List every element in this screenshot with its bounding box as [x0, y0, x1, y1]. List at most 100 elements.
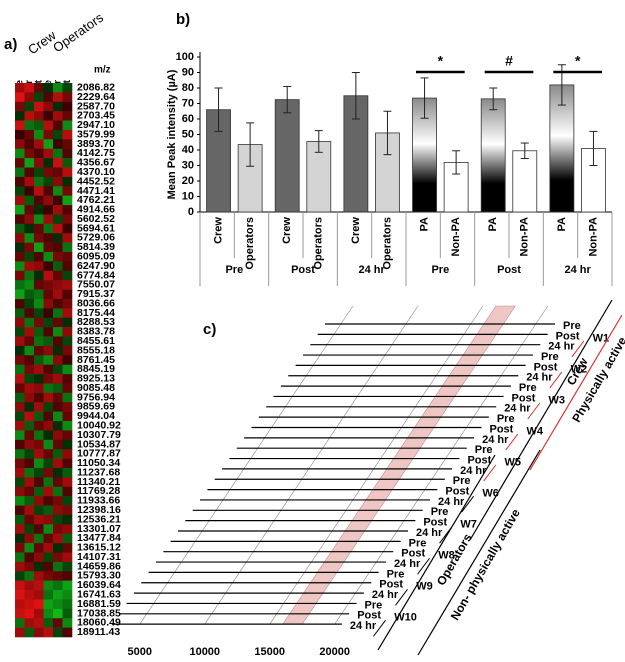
x-grid-line	[269, 305, 484, 625]
heat-cell	[53, 505, 63, 516]
row-label: 15793.30	[77, 570, 121, 582]
group-separator	[571, 340, 585, 358]
heat-cell	[53, 83, 63, 93]
heat-cell	[24, 139, 35, 150]
heat-cell	[43, 148, 54, 159]
heat-cell	[43, 421, 54, 431]
row-label: 18060.49	[77, 617, 121, 629]
heat-cell	[53, 458, 63, 469]
heat-cell	[15, 270, 25, 281]
trace-label: 24 hr	[504, 403, 531, 415]
trace-label: Pre	[387, 568, 405, 580]
heat-cell	[24, 158, 35, 168]
heat-cell	[15, 129, 25, 140]
heat-cell	[62, 627, 73, 638]
row-label: 16741.63	[77, 589, 121, 601]
group-label: W7	[460, 519, 477, 531]
heat-cell	[53, 120, 63, 131]
y-tick-label: 80	[182, 82, 194, 94]
group-label: W8	[438, 550, 455, 562]
heat-cell	[53, 571, 63, 581]
heat-cell	[24, 308, 35, 319]
heat-cell	[24, 195, 35, 206]
heat-cell	[43, 505, 54, 516]
heat-cell	[34, 289, 44, 300]
heat-cell	[15, 327, 25, 337]
heat-cell	[34, 449, 44, 459]
heat-cell	[24, 392, 35, 403]
heat-cell	[24, 402, 35, 412]
heat-cell	[53, 543, 63, 553]
heat-cell	[24, 543, 35, 553]
heat-cell	[24, 176, 35, 187]
heat-cell	[62, 167, 73, 178]
heat-cell	[34, 242, 44, 253]
heat-cell	[53, 205, 63, 215]
row-label: 6095.09	[77, 250, 115, 262]
heat-cell	[24, 458, 35, 469]
heat-cell	[24, 533, 35, 544]
heat-cell	[43, 233, 54, 243]
x-tick-label: 10000	[189, 646, 220, 658]
bracket-line	[417, 449, 541, 656]
heat-cell	[62, 430, 73, 441]
heat-cell	[62, 552, 73, 563]
group-label: W5	[504, 456, 521, 468]
heat-cell	[24, 618, 35, 628]
row-label: 10040.92	[77, 420, 121, 432]
heat-cell	[62, 345, 73, 356]
heat-cell	[15, 252, 25, 262]
heat-cell	[34, 195, 44, 206]
group-label: W4	[527, 425, 544, 437]
trace-label: Pre	[563, 320, 581, 332]
row-label: 9756.94	[77, 391, 115, 403]
group-label: 24 hr	[359, 264, 386, 276]
heat-cell	[15, 214, 25, 225]
heat-cell	[53, 524, 63, 535]
heat-cell	[62, 270, 73, 281]
heat-cell	[43, 449, 54, 459]
heat-cell	[43, 514, 54, 525]
heat-cell	[62, 308, 73, 319]
row-label: 8925.13	[77, 373, 115, 385]
heat-cell	[15, 580, 25, 591]
heat-cell	[62, 83, 73, 93]
heat-cell	[15, 336, 25, 347]
heat-cell	[53, 158, 63, 168]
heat-cell	[53, 355, 63, 365]
heat-cell	[15, 402, 25, 412]
heat-cell	[53, 449, 63, 459]
heat-cell	[62, 223, 73, 234]
heat-cell	[15, 308, 25, 319]
row-label: 8288.53	[77, 316, 115, 328]
heat-cell	[15, 552, 25, 563]
heat-cell	[34, 467, 44, 478]
heat-cell	[34, 618, 44, 628]
x-tick-label: Crew	[281, 217, 293, 244]
heat-cell	[15, 120, 25, 131]
heat-cell	[43, 543, 54, 553]
heat-cell	[43, 467, 54, 478]
group-label: W9	[416, 581, 433, 593]
heat-cell	[62, 467, 73, 478]
heat-cell	[53, 533, 63, 544]
heat-cell	[43, 580, 54, 591]
heat-cell	[15, 374, 25, 384]
trace-label: Post	[467, 454, 491, 466]
heat-cell	[43, 223, 54, 234]
row-label: 5814.39	[77, 241, 115, 253]
panel-label: a)	[4, 36, 17, 53]
heat-cell	[43, 327, 54, 337]
heat-cell	[62, 120, 73, 131]
heat-cell	[62, 543, 73, 553]
trace-label: Pre	[431, 506, 449, 518]
heat-cell	[34, 148, 44, 159]
heat-cell	[24, 571, 35, 581]
group-label: 24 hr	[565, 264, 592, 276]
heat-cell	[43, 252, 54, 262]
heat-cell	[62, 533, 73, 544]
heat-cell	[24, 205, 35, 215]
heat-cell	[24, 327, 35, 337]
trace-label: Post	[512, 392, 536, 404]
significance-mark: *	[575, 53, 581, 69]
